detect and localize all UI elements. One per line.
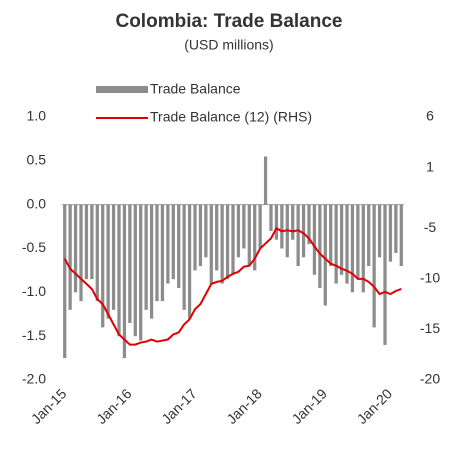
legend-label: Trade Balance (12) (RHS) <box>150 109 312 125</box>
bar <box>111 204 116 310</box>
bar <box>84 204 89 280</box>
bar <box>269 204 273 231</box>
bar <box>301 204 306 258</box>
bar <box>171 204 175 280</box>
bar <box>334 204 338 284</box>
bar <box>318 204 322 288</box>
bar <box>296 204 300 267</box>
bar <box>204 204 208 258</box>
bar <box>394 204 398 253</box>
y-tick-label: -1.0 <box>22 283 46 299</box>
y2-tick-label: -5 <box>424 219 437 235</box>
bar <box>274 204 279 240</box>
x-tick-label: Jan-17 <box>158 385 200 427</box>
bar <box>225 204 230 280</box>
y-tick-label: -2.0 <box>22 371 46 387</box>
bar <box>247 204 251 267</box>
y-tick-label: -1.5 <box>22 327 46 343</box>
bar <box>345 204 349 284</box>
bar <box>399 204 403 267</box>
bar <box>139 204 143 341</box>
bar <box>149 204 154 319</box>
bar <box>231 204 235 275</box>
bar <box>177 204 181 288</box>
legend-swatch <box>96 86 148 93</box>
bar <box>263 156 268 205</box>
x-tick-label: Jan-16 <box>93 385 135 427</box>
bar <box>198 204 203 267</box>
bar <box>242 204 246 249</box>
bar <box>117 204 121 337</box>
bar <box>323 204 327 306</box>
bar <box>383 204 387 345</box>
x-tick-label: Jan-15 <box>28 385 70 427</box>
bar <box>155 204 159 302</box>
bar <box>101 204 105 328</box>
y-tick-label: 1.0 <box>27 108 47 124</box>
bar <box>166 204 170 284</box>
bar <box>215 204 219 271</box>
bar <box>133 204 137 337</box>
bar <box>339 204 344 275</box>
bar <box>280 204 284 249</box>
bar <box>79 204 83 302</box>
bar <box>367 204 371 267</box>
y2-tick-label: -15 <box>420 320 440 336</box>
bar <box>253 204 257 271</box>
x-tick-label: Jan-18 <box>223 385 265 427</box>
bar <box>372 204 376 328</box>
line <box>63 226 402 346</box>
bar <box>220 204 224 284</box>
bar <box>144 204 148 310</box>
bar <box>122 204 127 359</box>
bar <box>160 204 165 302</box>
bar <box>361 204 365 293</box>
bar <box>68 204 72 310</box>
bar <box>307 204 311 245</box>
x-tick-label: Jan-19 <box>288 385 330 427</box>
bar <box>209 204 213 284</box>
bar <box>312 204 317 275</box>
y-tick-label: 0.0 <box>27 195 47 211</box>
y2-tick-label: 6 <box>426 108 434 124</box>
bar <box>187 204 192 319</box>
x-tick-label: Jan-20 <box>354 385 396 427</box>
y2-tick-label: 1 <box>426 158 434 174</box>
bar <box>182 204 186 310</box>
y-tick-label: -0.5 <box>22 239 46 255</box>
y2-tick-label: -20 <box>420 371 440 387</box>
chart-subtitle: (USD millions) <box>184 37 273 53</box>
bar <box>236 204 241 258</box>
y-tick-label: 0.5 <box>27 152 47 168</box>
legend-label: Trade Balance <box>150 81 241 97</box>
bar <box>128 204 132 324</box>
y2-tick-label: -10 <box>420 270 440 286</box>
bar <box>73 204 78 293</box>
bar <box>258 204 262 249</box>
bar <box>106 204 110 319</box>
bar <box>356 204 360 280</box>
bar <box>193 204 197 271</box>
bar <box>377 204 382 258</box>
bar <box>63 204 67 359</box>
bar <box>388 204 393 262</box>
bar <box>329 204 333 267</box>
bar <box>291 204 295 240</box>
chart-title: Colombia: Trade Balance <box>115 11 342 32</box>
bar <box>90 204 94 280</box>
bar <box>350 204 355 293</box>
bar <box>95 204 99 302</box>
